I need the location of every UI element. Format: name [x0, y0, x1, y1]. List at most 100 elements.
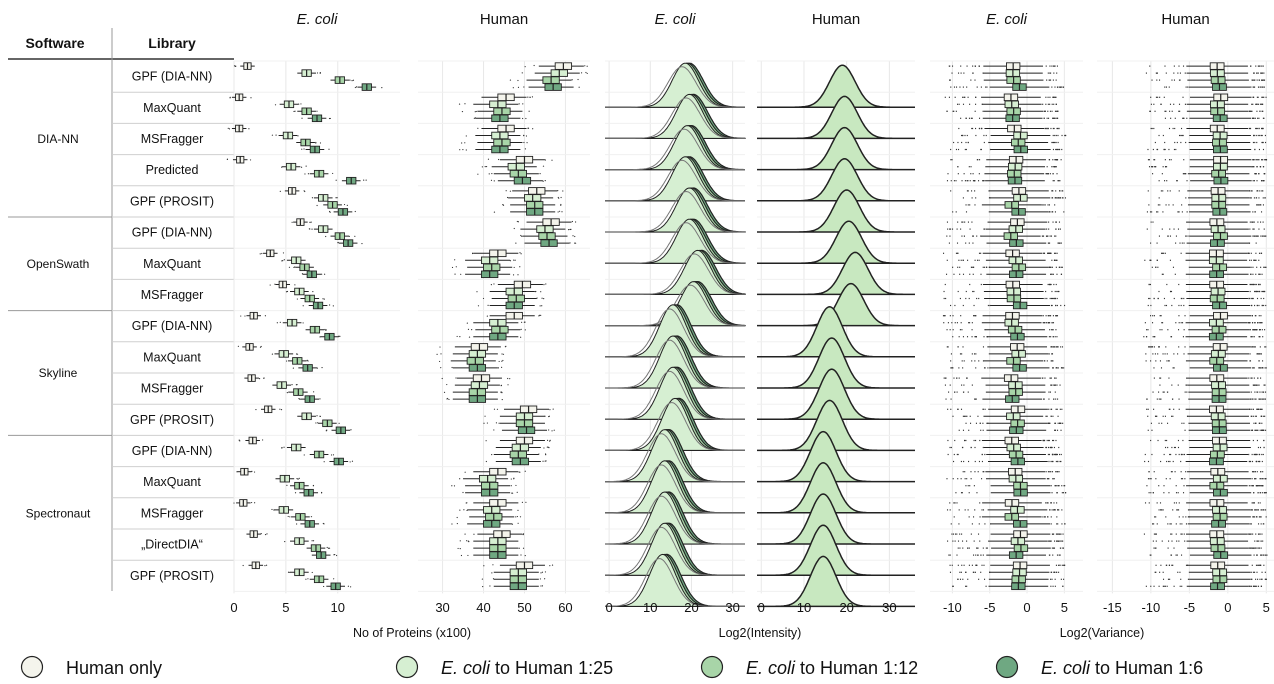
outlier	[462, 148, 464, 151]
boxplot	[505, 187, 564, 195]
density-ridge	[605, 156, 745, 202]
outlier	[1049, 242, 1051, 244]
outlier	[986, 266, 988, 268]
outlier	[1263, 492, 1265, 494]
outlier	[1053, 439, 1055, 442]
outlier	[498, 422, 500, 424]
variance-box	[948, 239, 1062, 247]
outlier	[1252, 516, 1254, 518]
outlier	[965, 485, 967, 487]
outlier	[1045, 446, 1048, 449]
outlier	[1186, 384, 1188, 386]
outlier	[298, 397, 300, 400]
outlier	[1051, 360, 1053, 362]
outlier	[1052, 134, 1054, 137]
outlier	[1056, 516, 1058, 518]
boxplot	[311, 194, 338, 202]
boxplot	[285, 357, 309, 365]
outlier	[1051, 65, 1053, 67]
outlier	[1254, 346, 1256, 348]
outlier	[1054, 422, 1057, 424]
outlier	[1263, 266, 1265, 268]
outlier	[558, 197, 560, 199]
density-human	[757, 95, 915, 140]
outlier	[1060, 86, 1062, 88]
outlier	[1264, 173, 1266, 175]
outlier	[1251, 478, 1253, 480]
outlier	[309, 228, 311, 230]
outlier	[1165, 304, 1168, 307]
outlier	[1259, 429, 1261, 431]
outlier	[973, 540, 975, 542]
outlier	[984, 266, 986, 268]
outlier	[301, 148, 303, 150]
outlier	[465, 135, 467, 137]
outlier	[1251, 110, 1253, 112]
outlier	[1053, 141, 1055, 144]
outlier	[965, 141, 967, 144]
outlier	[1056, 259, 1058, 261]
outlier	[973, 290, 975, 293]
outlier	[1250, 571, 1252, 573]
outlier	[1254, 384, 1256, 386]
density-human	[757, 368, 915, 420]
outlier	[459, 149, 461, 151]
outlier	[1055, 398, 1057, 400]
variance-box	[965, 201, 1056, 209]
tick-label: 0	[758, 600, 765, 615]
variance-box	[950, 520, 1066, 528]
boxplot	[302, 301, 334, 310]
outlier	[455, 377, 457, 379]
outlier	[960, 259, 962, 261]
outlier	[1256, 204, 1258, 206]
outlier	[1261, 127, 1263, 130]
outlier	[1060, 346, 1062, 348]
outlier	[1164, 65, 1166, 67]
outlier	[943, 315, 945, 317]
outlier	[975, 353, 977, 355]
variance-box	[957, 544, 1065, 552]
outlier	[946, 329, 948, 331]
outlier	[1256, 384, 1258, 386]
outlier	[1050, 377, 1052, 379]
variance-box	[949, 499, 1058, 507]
outlier	[1158, 585, 1160, 587]
variance-box	[1145, 350, 1262, 358]
outlier	[285, 360, 288, 362]
outlier	[1252, 166, 1254, 168]
outlier	[1263, 554, 1265, 556]
outlier	[481, 578, 484, 580]
outlier	[1256, 485, 1258, 487]
outlier	[1154, 159, 1156, 161]
outlier	[551, 159, 553, 161]
outlier	[1253, 398, 1255, 400]
outlier	[1062, 547, 1065, 549]
outlier	[1253, 516, 1255, 518]
density-ridge	[757, 64, 915, 108]
outlier	[1168, 127, 1171, 130]
outlier	[286, 392, 288, 394]
outlier	[1254, 79, 1256, 81]
outlier	[1252, 117, 1254, 119]
outlier	[1052, 322, 1055, 324]
outlier	[1258, 398, 1261, 400]
outlier	[500, 391, 503, 393]
outlier	[1263, 429, 1265, 431]
outlier	[459, 478, 461, 480]
outlier	[557, 189, 559, 192]
outlier	[1050, 523, 1052, 525]
outlier	[962, 336, 965, 338]
outlier	[1254, 471, 1256, 473]
variance-box	[944, 280, 1057, 289]
outlier	[950, 304, 952, 307]
outlier	[1261, 134, 1263, 137]
variance-box	[949, 568, 1060, 577]
outlier	[1159, 96, 1161, 98]
outlier	[1155, 547, 1157, 549]
outlier	[1261, 103, 1263, 105]
outlier	[952, 211, 954, 213]
outlier	[574, 221, 577, 223]
outlier	[1258, 564, 1260, 566]
outlier	[965, 297, 967, 300]
outlier	[957, 148, 960, 151]
